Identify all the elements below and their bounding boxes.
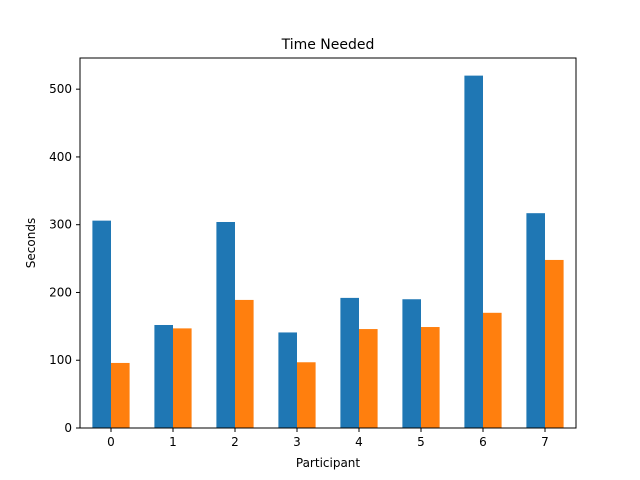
- bar-series1-participant-0: [111, 362, 130, 428]
- y-tick-label: 200: [49, 285, 72, 299]
- x-tick-label: 2: [231, 435, 239, 449]
- bar-series0-participant-7: [526, 213, 545, 428]
- bar-series0-participant-2: [216, 221, 235, 428]
- bar-series0-participant-3: [278, 332, 297, 428]
- bar-series1-participant-7: [545, 259, 564, 428]
- bar-series1-participant-5: [421, 327, 440, 428]
- x-axis-ticks: 0 1 2 3 4 5 6 7: [107, 428, 549, 449]
- y-tick-label: 100: [49, 353, 72, 367]
- bar-series0-participant-0: [92, 220, 111, 428]
- bar-series0-participant-6: [464, 75, 483, 428]
- bar-series0-participant-1: [154, 324, 173, 428]
- bar-series1-participant-1: [173, 328, 192, 428]
- bar-series0-participant-4: [340, 297, 359, 428]
- x-tick-label: 4: [355, 435, 363, 449]
- x-tick-label: 7: [541, 435, 549, 449]
- y-tick-label: 500: [49, 82, 72, 96]
- x-tick-label: 3: [293, 435, 301, 449]
- bar-series1-participant-3: [297, 362, 316, 428]
- y-tick-label: 0: [64, 421, 72, 435]
- bar-series1-participant-4: [359, 329, 378, 428]
- bar-series1-participant-6: [483, 312, 502, 428]
- y-axis-label: Seconds: [24, 218, 38, 268]
- x-tick-label: 0: [107, 435, 115, 449]
- plot-frame: [79, 57, 577, 429]
- y-axis-ticks: 0 100 200 300 400 500: [49, 82, 80, 435]
- bar-series1-participant-2: [235, 299, 254, 428]
- y-tick-label: 400: [49, 150, 72, 164]
- y-tick-label: 300: [49, 218, 72, 232]
- x-tick-label: 6: [479, 435, 487, 449]
- chart-title: Time Needed: [281, 37, 375, 53]
- bars-group: [92, 75, 564, 428]
- x-axis-label: Participant: [296, 456, 361, 470]
- x-tick-label: 1: [169, 435, 177, 449]
- x-tick-label: 5: [417, 435, 425, 449]
- bar-series0-participant-5: [402, 299, 421, 428]
